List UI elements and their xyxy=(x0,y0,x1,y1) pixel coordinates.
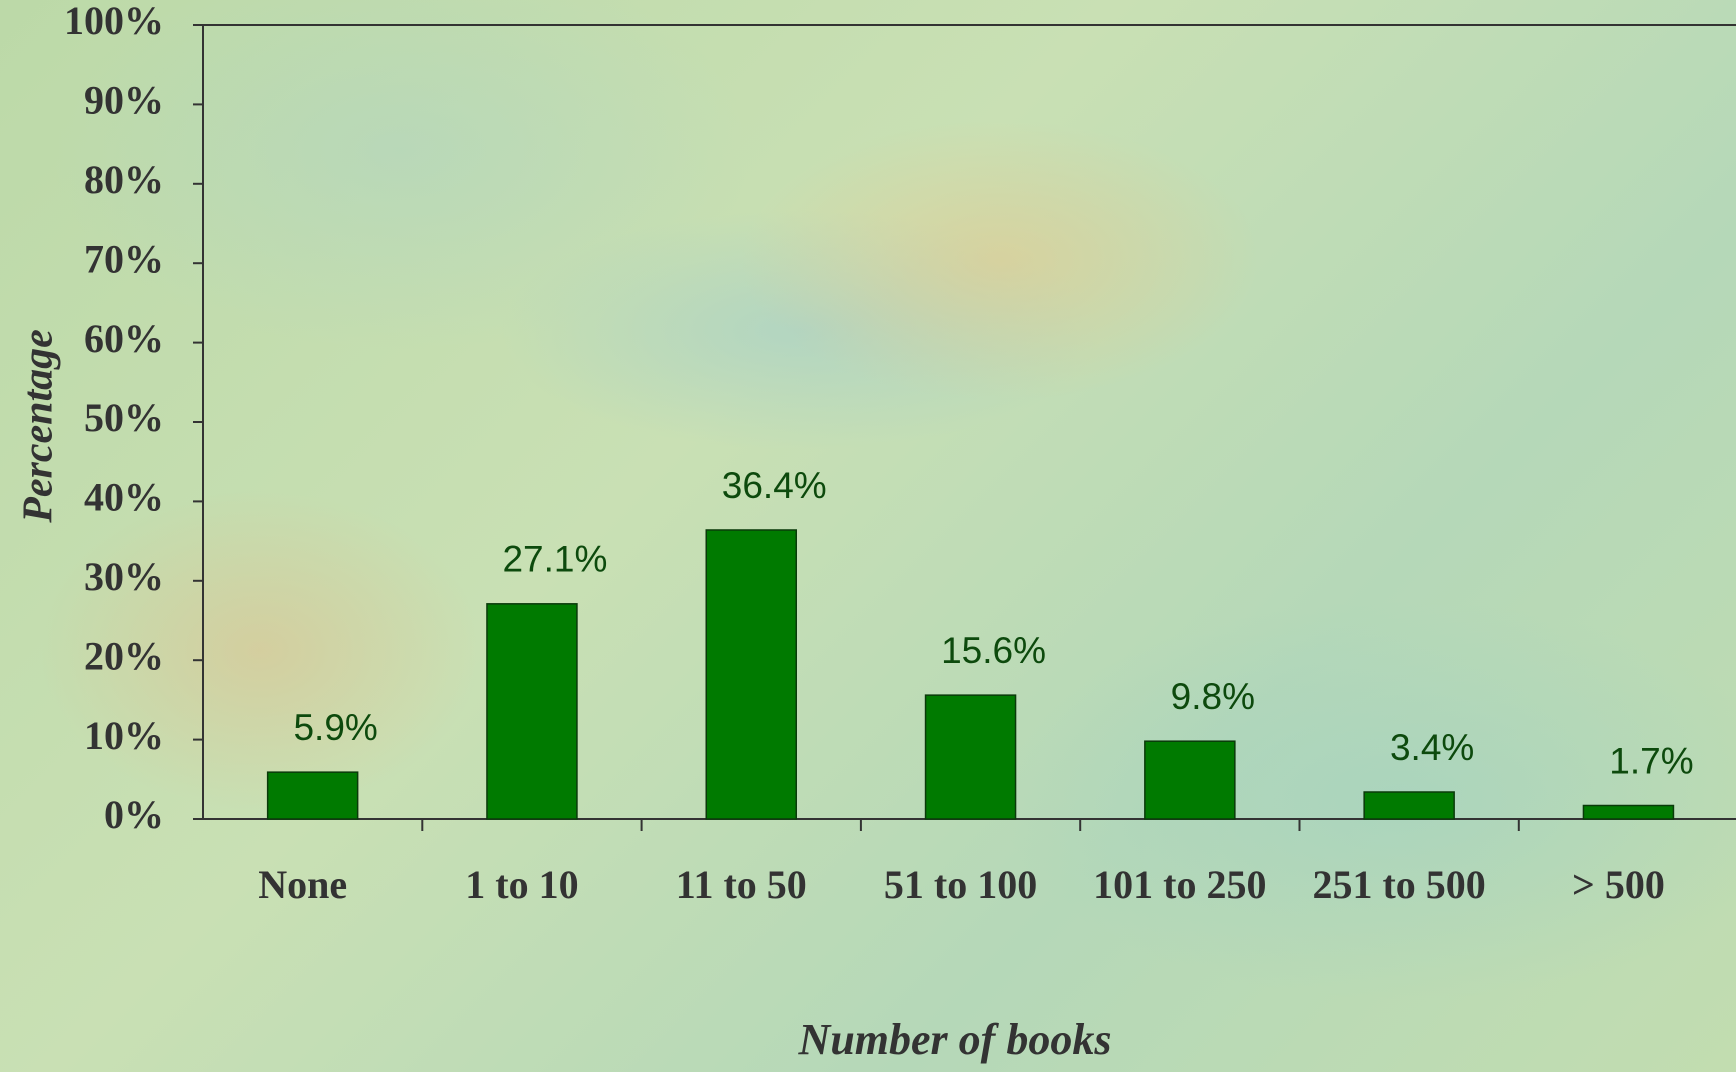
y-tick-label: 60% xyxy=(84,316,164,361)
value-label: 5.9% xyxy=(293,707,377,748)
value-label: 1.7% xyxy=(1609,740,1693,781)
value-label: 9.8% xyxy=(1171,676,1255,717)
bar xyxy=(1144,740,1236,820)
bar xyxy=(486,603,578,820)
x-tick-label: 1 to 10 xyxy=(465,862,579,907)
bar xyxy=(1363,791,1455,820)
bar xyxy=(924,694,1017,820)
y-tick-label: 40% xyxy=(84,475,164,520)
value-label: 15.6% xyxy=(941,630,1046,671)
value-label: 27.1% xyxy=(502,539,607,580)
x-tick-label: None xyxy=(258,862,348,907)
y-tick-label: 10% xyxy=(84,713,164,758)
y-tick-label: 70% xyxy=(84,236,164,281)
x-tick-label: 251 to 500 xyxy=(1312,862,1486,907)
value-label: 36.4% xyxy=(722,465,827,506)
x-tick-label: 101 to 250 xyxy=(1093,862,1267,907)
bar xyxy=(705,529,797,820)
y-axis-title: Percentage xyxy=(16,329,62,524)
y-tick-label: 100% xyxy=(64,0,164,43)
bar xyxy=(266,771,359,820)
y-tick-label: 50% xyxy=(84,395,164,440)
y-tick-label: 80% xyxy=(84,157,164,202)
y-tick-label: 20% xyxy=(84,633,164,678)
value-label: 3.4% xyxy=(1390,727,1474,768)
y-tick-label: 90% xyxy=(84,78,164,123)
x-tick-label: 11 to 50 xyxy=(675,862,807,907)
x-tick-label: 51 to 100 xyxy=(883,862,1038,907)
x-tick-label: > 500 xyxy=(1572,862,1665,907)
bar xyxy=(1582,804,1675,820)
y-tick-label: 30% xyxy=(84,554,164,599)
y-tick-label: 0% xyxy=(104,792,164,837)
x-axis-title: Number of books xyxy=(798,1015,1112,1064)
